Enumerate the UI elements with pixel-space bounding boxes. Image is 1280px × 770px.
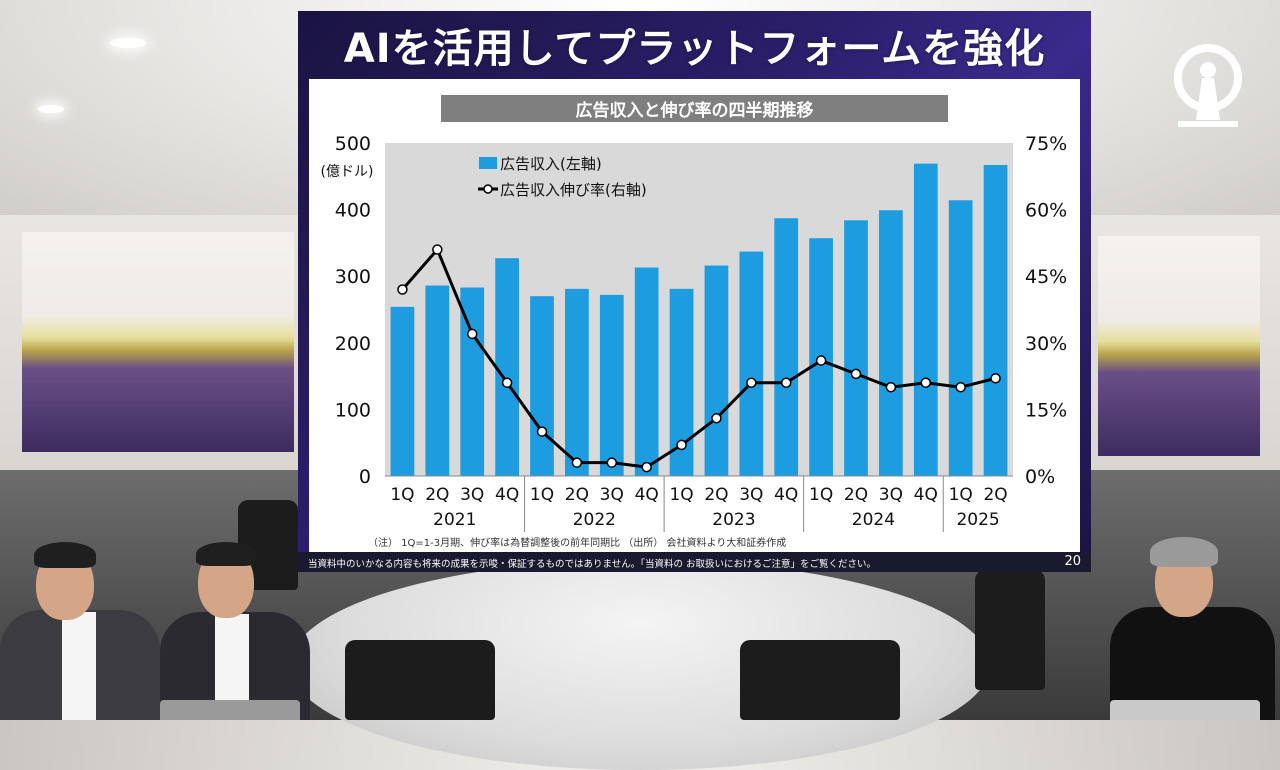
laptop [160, 700, 300, 720]
x-tick-label: 1Q [949, 485, 973, 505]
x-tick-label: 4Q [774, 485, 798, 505]
growth-rate-point [955, 381, 966, 393]
growth-rate-point [571, 457, 583, 468]
x-year-label: 2023 [712, 510, 755, 530]
person-center-left [160, 540, 310, 720]
x-tick-label: 4Q [495, 485, 519, 505]
slide-footer: 当資料中のいかなる内容も将来の成果を示唆・保証するものではありません。「当資料の… [298, 552, 1091, 572]
bar [913, 163, 938, 476]
x-tick-label: 2Q [704, 485, 728, 505]
x-tick-label: 3Q [879, 485, 903, 505]
bar [565, 288, 589, 476]
x-year-label: 2022 [573, 510, 616, 530]
bar [495, 258, 519, 476]
page-number: 20 [1064, 554, 1081, 569]
legend-line-marker [483, 184, 493, 194]
bar [983, 164, 1008, 476]
keyhole-person-logo-icon [1174, 44, 1242, 127]
chair [740, 640, 900, 720]
growth-rate-point [606, 457, 618, 468]
growth-rate-point [676, 439, 687, 451]
y-right-tick-label: 60% [1025, 200, 1067, 222]
presentation-slide: AIを活用してプラットフォームを強化 広告収入と伸び率の四半期推移 0 100 20… [298, 11, 1091, 572]
x-tick-label: 4Q [635, 485, 659, 505]
growth-rate-point [746, 377, 757, 389]
x-year-label: 2021 [433, 510, 476, 530]
growth-rate-point [536, 426, 548, 437]
y-right-tick-label: 0% [1025, 466, 1055, 488]
bar [425, 285, 450, 476]
x-year-label: 2024 [852, 510, 895, 530]
laptop [1110, 700, 1260, 720]
x-tick-label: 1Q [809, 485, 833, 505]
y-left-tick-label: 500 [335, 133, 371, 155]
y-right-tick-label: 15% [1025, 399, 1067, 421]
bar [704, 265, 729, 476]
chair [345, 640, 495, 720]
growth-rate-point [990, 373, 1001, 384]
x-tick-label: 3Q [739, 485, 763, 505]
bar [390, 306, 415, 476]
y-left-axis-label: (億ドル) [321, 164, 374, 180]
chart-title: 広告収入と伸び率の四半期推移 [441, 95, 948, 122]
growth-rate-point [920, 377, 932, 389]
bar [530, 296, 554, 476]
growth-rate-point [641, 461, 652, 473]
x-tick-label: 2Q [844, 485, 868, 505]
bar [774, 218, 799, 476]
growth-rate-point [850, 368, 862, 380]
x-tick-label: 2Q [983, 485, 1007, 505]
growth-rate-point [397, 284, 408, 295]
plot-area [385, 143, 1013, 476]
x-tick-label: 2Q [425, 485, 449, 505]
growth-rate-point [466, 328, 478, 340]
bar [634, 267, 659, 476]
bar [844, 220, 868, 476]
growth-rate-point [815, 355, 827, 366]
y-right-tick-label: 75% [1025, 133, 1067, 155]
growth-rate-line [401, 246, 996, 469]
x-tick-label: 1Q [530, 485, 554, 505]
x-tick-label: 3Q [600, 485, 624, 505]
y-left-tick-label: 200 [335, 333, 371, 355]
bar [879, 210, 903, 477]
x-tick-label: 3Q [460, 485, 484, 505]
x-year-label: 2025 [956, 510, 999, 530]
y-right-tick-label: 45% [1025, 266, 1067, 288]
legend-bar-label: 広告収入(左軸) [500, 155, 602, 173]
growth-rate-point [885, 381, 897, 393]
chart-svg: 0 100 200 300 400 500 (億ドル) 0% 15% 30% 45% 60% 75% 1Q… [321, 133, 1067, 532]
x-tick-label: 4Q [914, 485, 938, 505]
y-left-tick-label: 400 [335, 200, 371, 222]
bar [669, 288, 694, 476]
growth-rate-point [432, 244, 443, 255]
person-left [0, 540, 160, 720]
bar [739, 251, 764, 476]
x-tick-label: 1Q [669, 485, 693, 505]
bar [948, 200, 973, 476]
bar [460, 287, 485, 476]
curtain-art-left [22, 232, 294, 452]
legend-line-label: 広告収入伸び率(右軸) [500, 181, 647, 199]
chart-note: （注） 1Q=1-3月期、伸び率は為替調整後の前年同期比 （出所） 会社資料より… [368, 538, 787, 549]
legend-bar-swatch [479, 157, 497, 169]
bar [599, 294, 624, 476]
disclaimer-text: 当資料中のいかなる内容も将来の成果を示唆・保証するものではありません。「当資料の… [308, 559, 876, 570]
growth-rate-point [780, 377, 792, 389]
ceiling-light [38, 105, 64, 113]
person-right [1100, 535, 1280, 720]
y-right-tick-label: 30% [1025, 333, 1067, 355]
y-left-tick-label: 0 [359, 466, 371, 488]
y-left-tick-label: 100 [335, 399, 371, 421]
slide-title: AIを活用してプラットフォームを強化 [343, 26, 1046, 72]
growth-rate-point [501, 377, 513, 389]
y-left-tick-label: 300 [335, 266, 371, 288]
chair [975, 570, 1045, 690]
growth-rate-point [711, 413, 722, 424]
x-tick-label: 1Q [390, 485, 414, 505]
x-tick-label: 2Q [565, 485, 589, 505]
curtain-art-right [1098, 236, 1260, 456]
ceiling-light [110, 38, 146, 48]
